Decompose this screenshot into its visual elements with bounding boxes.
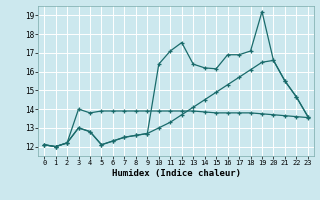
X-axis label: Humidex (Indice chaleur): Humidex (Indice chaleur) <box>111 169 241 178</box>
